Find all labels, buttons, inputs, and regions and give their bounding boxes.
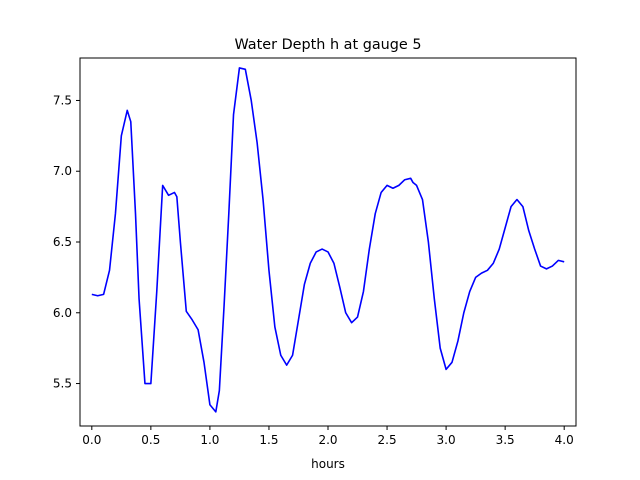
series-line [91,67,565,413]
y-tick-label: 7.0 [53,164,72,178]
y-tick-label: 6.5 [53,235,72,249]
x-tick-label: 0.0 [82,433,101,447]
x-tick-label: 3.5 [496,433,515,447]
x-tick-label: 2.0 [318,433,337,447]
x-tick-label: 4.0 [555,433,574,447]
y-tick-label: 5.5 [53,377,72,391]
y-tick-label: 7.5 [53,93,72,107]
plot-area-background [80,58,576,426]
x-tick-label: 3.0 [437,433,456,447]
x-tick-label: 1.5 [259,433,278,447]
series-layer [91,67,565,413]
x-tick-label: 0.5 [141,433,160,447]
x-axis-label: hours [311,457,345,471]
chart-title: Water Depth h at gauge 5 [234,37,421,53]
y-tick-label: 6.0 [53,306,72,320]
x-tick-label: 1.0 [200,433,219,447]
x-axis-ticks: 0.0 0.5 1.0 1.5 2.0 2.5 3.0 3.5 4.0 [82,426,574,447]
x-tick-label: 2.5 [378,433,397,447]
y-axis-ticks: 5.5 6.0 6.5 7.0 7.5 [53,93,80,391]
